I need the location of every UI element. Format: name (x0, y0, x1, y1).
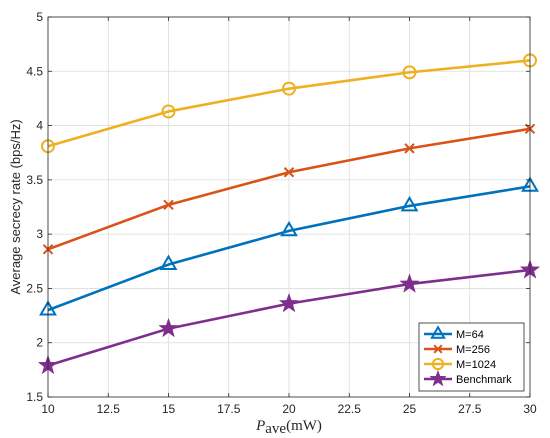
legend-marker (429, 369, 447, 387)
legend-marker (430, 325, 446, 339)
series-line (47, 59, 531, 148)
x-axis: 10 12.5 15 17.5 20 22.5 25 27.5 30 (41, 17, 537, 416)
x-tick-label: 12.5 (97, 402, 121, 416)
x-axis-label-unit: (mW) (286, 418, 322, 434)
legend-label: M=64 (456, 329, 484, 341)
y-tick-label: 5 (36, 10, 43, 24)
legend-item: M=1024 (424, 357, 496, 371)
x-tick-label: 25 (403, 402, 417, 416)
x-tick-label: 30 (523, 402, 537, 416)
y-tick-label: 2 (36, 336, 43, 350)
x-tick-label: 22.5 (338, 402, 362, 416)
data-point (280, 220, 298, 237)
y-tick-label: 3 (36, 227, 43, 241)
data-point (402, 65, 417, 80)
x-axis-label: Pave(mW) (255, 418, 322, 437)
legend: M=64 M=256 M=1024 Benchmark (418, 322, 525, 392)
x-tick-label: 27.5 (458, 402, 482, 416)
legend-label: M=1024 (456, 359, 496, 371)
data-point (161, 104, 176, 119)
y-tick-label: 4.5 (26, 64, 43, 78)
y-tick-label: 1.5 (26, 390, 43, 404)
y-tick-label: 4 (36, 119, 43, 133)
x-tick-label: 10 (41, 402, 55, 416)
data-point (399, 273, 420, 293)
x-tick-label: 15 (162, 402, 176, 416)
legend-marker (433, 344, 443, 354)
data-point (283, 167, 295, 178)
data-point (278, 292, 300, 313)
y-tick-label: 2.5 (26, 281, 43, 295)
y-axis-label: Average secrecy rate (bps/Hz) (8, 119, 23, 294)
data-point (400, 195, 419, 212)
x-tick-label: 20 (282, 402, 296, 416)
legend-label: Benchmark (456, 374, 512, 386)
data-point (159, 254, 178, 270)
data-point (158, 317, 179, 338)
data-point (282, 81, 296, 96)
legend-label: M=256 (456, 344, 490, 356)
x-tick-label: 17.5 (217, 402, 241, 416)
series-line (47, 185, 531, 312)
data-point (163, 199, 174, 211)
x-axis-label-symbol: P (255, 418, 265, 434)
legend-item: M=256 (424, 344, 490, 356)
x-axis-label-subscript: ave (265, 421, 286, 437)
y-tick-label: 3.5 (26, 173, 43, 187)
legend-item: M=64 (424, 325, 484, 341)
data-point (404, 143, 415, 154)
legend-marker (431, 357, 445, 371)
y-axis: 1.5 2 2.5 3 3.5 4 4.5 5 (26, 10, 530, 404)
legend-item: Benchmark (424, 369, 512, 387)
